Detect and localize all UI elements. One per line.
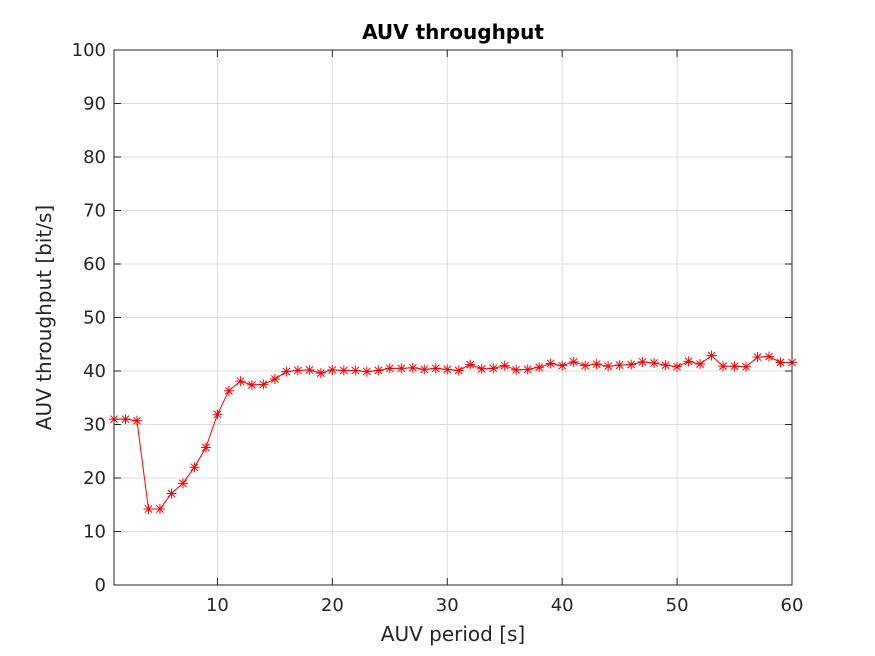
data-point	[695, 359, 706, 370]
data-point	[545, 358, 556, 369]
data-point	[350, 365, 361, 376]
data-point	[775, 357, 786, 368]
data-point	[246, 379, 257, 390]
y-tick-label: 40	[83, 361, 106, 382]
ticks: 10 20 30 40 50 60 0 10 20 30 40 50 60 70 80 90 100	[72, 40, 804, 616]
data-point	[419, 364, 430, 375]
data-point	[729, 361, 740, 372]
data-point	[683, 356, 694, 367]
y-axis-label: AUV throughput [bit/s]	[32, 205, 56, 430]
y-tick-label: 50	[83, 308, 106, 329]
data-point	[143, 504, 154, 515]
x-tick-label: 10	[206, 595, 229, 616]
data-point	[166, 488, 177, 499]
data-point	[223, 385, 234, 396]
data-point	[522, 364, 533, 375]
data-point	[442, 364, 453, 375]
x-tick-label: 30	[436, 595, 459, 616]
x-axis-label: AUV period [s]	[381, 622, 525, 646]
data-point	[488, 363, 499, 374]
data-point	[672, 361, 683, 372]
data-point	[315, 368, 326, 379]
data-point	[476, 363, 487, 374]
data-point	[269, 374, 280, 385]
y-tick-label: 10	[83, 522, 106, 543]
data-point	[304, 364, 315, 375]
data-point	[660, 360, 671, 371]
data-point	[534, 362, 545, 373]
y-tick-label: 80	[83, 147, 106, 168]
data-point	[741, 361, 752, 372]
data-point	[292, 365, 303, 376]
data-point	[200, 442, 211, 453]
data-point	[465, 359, 476, 370]
data-point	[120, 414, 131, 425]
data-point	[131, 415, 142, 426]
plot-area: 10 20 30 40 50 60 0 10 20 30 40 50 60 70 80 90 100	[72, 40, 804, 616]
series-line	[114, 354, 792, 510]
data-point	[626, 359, 637, 370]
x-tick-label: 60	[781, 595, 804, 616]
data-point	[384, 363, 395, 374]
data-point	[764, 351, 775, 362]
series-group	[109, 350, 797, 515]
data-point	[580, 360, 591, 371]
y-tick-label: 60	[83, 254, 106, 275]
data-point	[361, 366, 372, 377]
y-tick-label: 30	[83, 415, 106, 436]
chart-title: AUV throughput	[362, 20, 544, 44]
data-point	[568, 356, 579, 367]
data-point	[603, 361, 614, 372]
data-point	[430, 363, 441, 374]
data-point	[154, 504, 165, 515]
data-point	[396, 363, 407, 374]
y-tick-label: 100	[72, 40, 106, 61]
data-point	[591, 359, 602, 370]
data-point	[706, 350, 717, 361]
x-tick-label: 50	[666, 595, 689, 616]
y-tick-label: 90	[83, 94, 106, 115]
data-point	[453, 365, 464, 376]
data-point	[235, 376, 246, 387]
y-tick-label: 20	[83, 468, 106, 489]
data-point	[177, 478, 188, 489]
data-point	[258, 379, 269, 390]
x-tick-label: 40	[551, 595, 574, 616]
data-point	[752, 352, 763, 363]
data-point	[637, 356, 648, 367]
data-point	[373, 365, 384, 376]
data-point	[407, 362, 418, 373]
data-point	[212, 409, 223, 420]
data-point	[327, 364, 338, 375]
data-point	[614, 360, 625, 371]
data-point	[718, 361, 729, 372]
data-point	[189, 462, 200, 473]
data-point	[338, 365, 349, 376]
data-point	[649, 357, 660, 368]
y-tick-label: 0	[95, 575, 106, 596]
x-tick-label: 20	[321, 595, 344, 616]
y-tick-label: 70	[83, 201, 106, 222]
data-point	[557, 360, 568, 371]
data-point	[511, 364, 522, 375]
data-point	[499, 360, 510, 371]
data-point	[281, 366, 292, 377]
